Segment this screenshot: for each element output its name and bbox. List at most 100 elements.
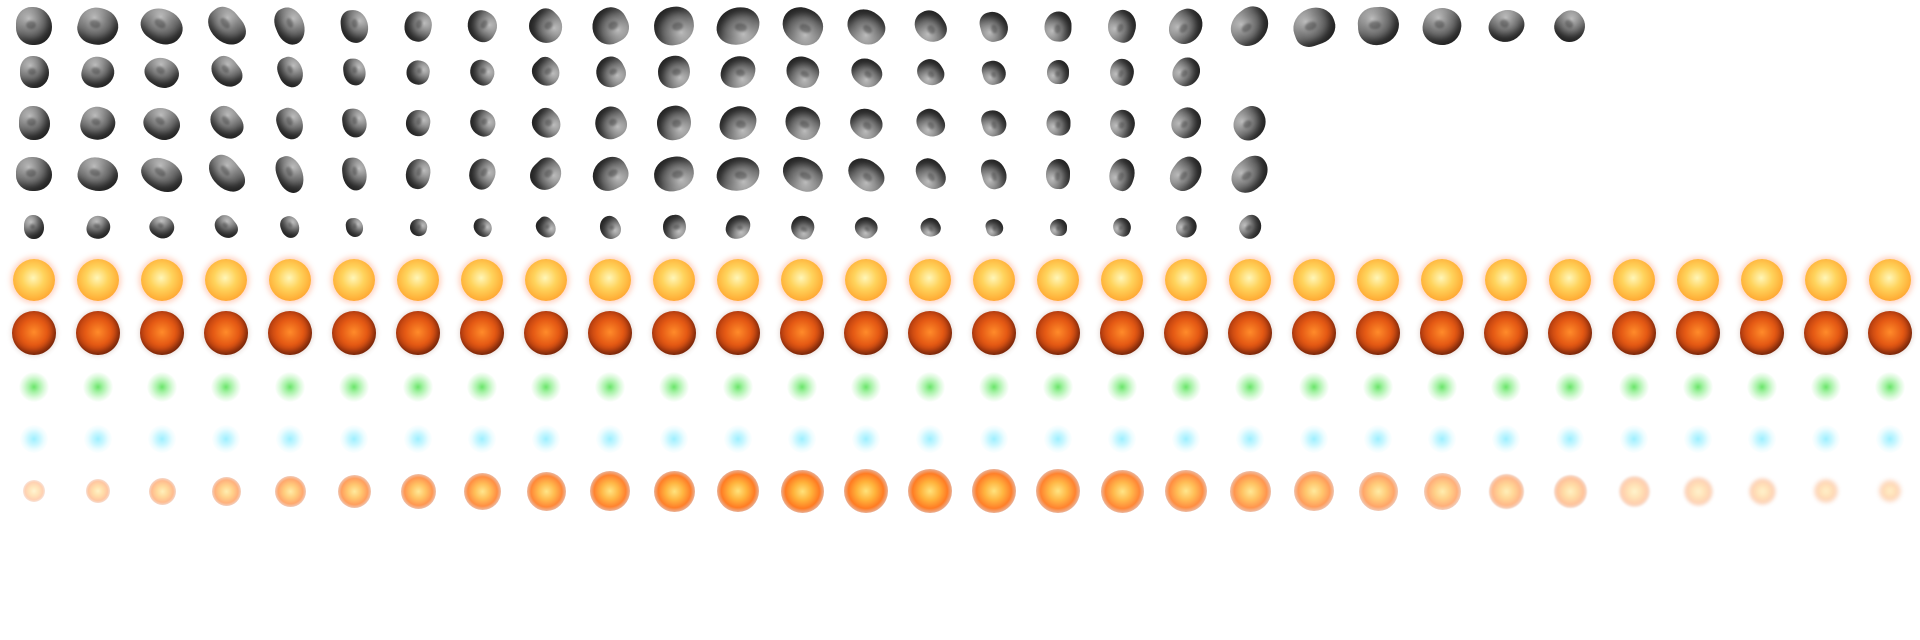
asteroid-tiny-sprite-shape — [83, 212, 113, 242]
asteroid-wide-sprite-shape — [524, 152, 568, 196]
red-planet-sprite-sprite-shape — [1548, 311, 1592, 355]
cyan-sparkle-frame — [1090, 413, 1154, 465]
asteroid-wide-frame — [514, 148, 578, 200]
asteroid-large-frame — [1154, 0, 1218, 52]
asteroid-large-frame — [386, 0, 450, 52]
red-planet-sprite-frame — [1282, 307, 1346, 359]
sun-sprite-sprite-shape — [1293, 259, 1335, 301]
sun-sprite-sprite-shape — [1421, 259, 1463, 301]
explosion-sequence-sprite-shape — [1748, 477, 1776, 505]
green-sparkle-frame — [1602, 361, 1666, 413]
green-sparkle-sprite-shape — [1613, 366, 1655, 408]
asteroid-tiny-frame — [1154, 201, 1218, 253]
asteroid-small-b-frame — [1218, 97, 1282, 149]
explosion-sequence-sprite-shape — [1683, 476, 1713, 506]
explosion-sequence-frame — [1026, 465, 1090, 517]
asteroid-large-sprite-shape — [1548, 4, 1592, 48]
asteroid-large-frame — [450, 0, 514, 52]
sun-sprite-sprite-shape — [1741, 259, 1783, 301]
asteroid-wide-sprite-shape — [1224, 149, 1276, 199]
red-planet-sprite-sprite-shape — [1676, 311, 1720, 355]
green-sparkle-sprite-shape — [465, 370, 499, 404]
asteroid-large-sprite-shape — [201, 0, 251, 52]
asteroid-small-a-frame — [130, 46, 194, 98]
asteroid-large-sprite-shape — [840, 1, 892, 51]
sun-sprite-frame — [450, 254, 514, 306]
green-sparkle-sprite-shape — [205, 366, 247, 408]
explosion-sequence-sprite-shape — [526, 471, 566, 511]
asteroid-tiny-frame — [2, 201, 66, 253]
asteroid-large-sprite-shape — [1483, 2, 1529, 50]
green-sparkle-frame — [1538, 361, 1602, 413]
asteroid-tiny-frame — [450, 201, 514, 253]
cyan-sparkle-frame — [1794, 413, 1858, 465]
red-planet-sprite-sprite-shape — [1100, 311, 1144, 355]
explosion-sequence-sprite-shape — [274, 475, 306, 507]
red-planet-sprite-sprite-shape — [524, 311, 568, 355]
explosion-sequence-frame — [1090, 465, 1154, 517]
asteroid-large-sprite-shape — [401, 8, 435, 44]
red-planet-sprite-frame — [962, 307, 1026, 359]
sun-sprite-sprite-shape — [13, 259, 55, 301]
asteroid-tiny-frame — [1090, 201, 1154, 253]
green-sparkle-sprite-shape — [1040, 369, 1076, 405]
cyan-sparkle-frame — [898, 413, 962, 465]
asteroid-tiny-sprite-shape — [210, 211, 242, 243]
asteroid-wide-frame — [130, 148, 194, 200]
sun-sprite-frame — [1794, 254, 1858, 306]
sun-sprite-frame — [130, 254, 194, 306]
green-sparkle-sprite-shape — [1551, 368, 1589, 406]
cyan-sparkle-sprite-shape — [1678, 419, 1718, 459]
asteroid-small-b-sprite-shape — [1105, 106, 1139, 140]
cyan-sparkle-sprite-shape — [980, 425, 1008, 453]
asteroid-small-b-sprite-shape — [1165, 102, 1207, 144]
asteroid-large-sprite-shape — [73, 2, 123, 50]
asteroid-wide-frame — [770, 148, 834, 200]
asteroid-small-a-sprite-shape — [341, 57, 367, 87]
asteroid-wide-sprite-shape — [202, 149, 250, 199]
asteroid-small-b-sprite-shape — [718, 103, 758, 143]
asteroid-wide-sprite-shape — [586, 151, 634, 197]
asteroid-small-a-row — [0, 46, 1920, 98]
asteroid-tiny-frame — [194, 201, 258, 253]
sun-sprite-frame — [1282, 254, 1346, 306]
asteroid-tiny-sprite-shape — [1049, 218, 1067, 236]
sun-sprite-frame — [194, 254, 258, 306]
asteroid-small-b-frame — [578, 97, 642, 149]
asteroid-small-b-sprite-shape — [76, 102, 120, 144]
green-sparkle-frame — [1346, 361, 1410, 413]
red-planet-sprite-sprite-shape — [716, 311, 760, 355]
sun-sprite-sprite-shape — [1165, 259, 1207, 301]
asteroid-tiny-frame — [962, 201, 1026, 253]
red-planet-sprite-sprite-shape — [332, 311, 376, 355]
cyan-sparkle-sprite-shape — [270, 419, 310, 459]
asteroid-wide-frame — [1026, 148, 1090, 200]
cyan-sparkle-frame — [1730, 413, 1794, 465]
asteroid-large-sprite-shape — [135, 0, 189, 52]
explosion-sequence-frame — [1218, 465, 1282, 517]
green-sparkle-frame — [642, 361, 706, 413]
asteroid-large-frame — [770, 0, 834, 52]
red-planet-sprite-frame — [1410, 307, 1474, 359]
green-sparkle-sprite-shape — [19, 372, 49, 402]
asteroid-tiny-frame — [578, 201, 642, 253]
asteroid-small-a-sprite-shape — [205, 50, 247, 94]
sun-sprite-sprite-shape — [1805, 259, 1847, 301]
cyan-sparkle-sprite-shape — [1552, 421, 1588, 457]
red-planet-sprite-frame — [1346, 307, 1410, 359]
asteroid-large-sprite-shape — [1419, 3, 1465, 49]
green-sparkle-frame — [66, 361, 130, 413]
asteroid-small-b-frame — [194, 97, 258, 149]
green-sparkle-frame — [2, 361, 66, 413]
red-planet-sprite-frame — [1538, 307, 1602, 359]
green-sparkle-frame — [1666, 361, 1730, 413]
cyan-sparkle-frame — [1602, 413, 1666, 465]
explosion-sequence-sprite-shape — [717, 470, 759, 512]
cyan-sparkle-frame — [1154, 413, 1218, 465]
cyan-sparkle-sprite-shape — [466, 423, 498, 455]
asteroid-tiny-frame — [66, 201, 130, 253]
asteroid-tiny-sprite-shape — [850, 211, 882, 243]
asteroid-small-b-sprite-shape — [204, 100, 248, 146]
asteroid-small-b-sprite-shape — [340, 107, 368, 139]
explosion-sequence-frame — [1410, 465, 1474, 517]
